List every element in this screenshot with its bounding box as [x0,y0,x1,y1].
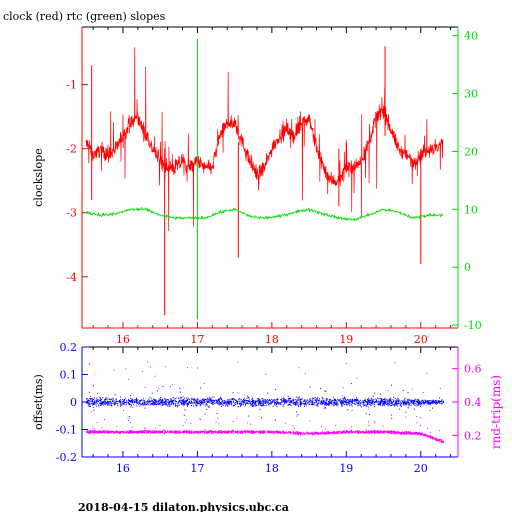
top-chart-title: clock (red) rtc (green) slopes [3,10,166,23]
x-tick-label: 18 [265,333,279,346]
y2-axis-label: rnd-trip(ms) [489,375,503,449]
x-tick-label: 16 [116,333,130,346]
y-axis-label: clockslope [32,148,45,206]
y2-tick-label: 20 [464,145,478,158]
x-tick-label: 17 [190,333,204,346]
top-panel: 16 17 18 19 20 -1 -2 -3 -4 40 30 20 10 0 -10 clockslope [32,26,482,346]
footer-text: 2018-04-15 dilaton.physics.ubc.ca [78,501,289,512]
y-tick-label: 0.2 [60,341,78,354]
y-tick-label: -0.2 [56,451,77,464]
x-tick-label: 19 [339,462,353,475]
series-clock-line [85,47,444,232]
y2-tick-label: 0 [464,261,471,274]
x-tick-label: 16 [116,462,130,475]
y2-tick-label: -10 [464,319,482,332]
series-offset-points [85,383,444,421]
y-tick-label: 0 [70,396,77,409]
y-tick-label: 0.1 [60,369,78,382]
x-tick-label: 20 [414,462,428,475]
y2-tick-label: 0.6 [464,363,482,376]
y2-tick-label: 0.4 [464,396,482,409]
bottom-panel: 16 17 18 19 20 0.2 0.1 0 -0.1 -0.2 0.6 0.4 0.2 offset… [32,341,503,475]
y2-tick-label: 40 [464,30,478,43]
series-rnd-trip-points [86,361,445,444]
y-tick-label: -3 [66,207,77,220]
y2-tick-label: 10 [464,203,478,216]
x-tick-label: 17 [190,462,204,475]
y-tick-label: -4 [66,271,77,284]
x-tick-label: 18 [265,462,279,475]
y-tick-label: -1 [66,79,77,92]
series-rtc-line [85,206,444,222]
x-tick-label: 20 [414,333,428,346]
y-tick-label: -2 [66,143,77,156]
y-axis-label: offset(ms) [32,374,45,430]
x-tick-label: 19 [339,333,353,346]
y-tick-label: -0.1 [56,424,77,437]
y2-tick-label: 0.2 [464,429,482,442]
y2-tick-label: 30 [464,88,478,101]
